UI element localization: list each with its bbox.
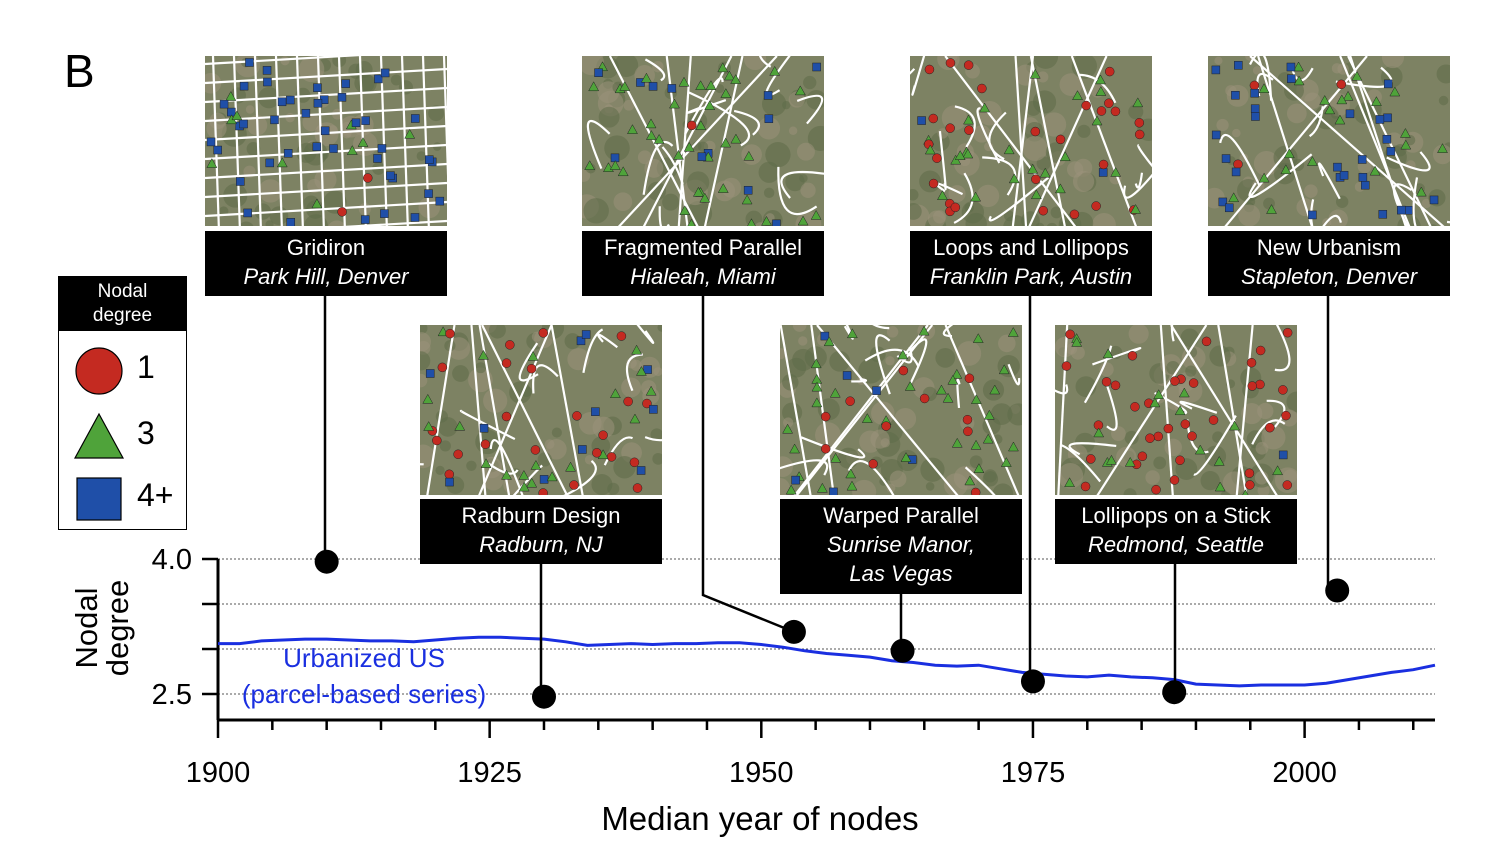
legend: Nodal degree 1 3 4+	[58, 276, 187, 530]
x-tick-label: 2000	[1272, 757, 1337, 789]
legend-title: Nodal degree	[59, 277, 186, 331]
thumbnail-caption: Radburn Design Radburn, NJ	[420, 499, 662, 564]
x-tick-label: 1975	[1001, 757, 1066, 789]
thumbnail-caption: New Urbanism Stapleton, Denver	[1208, 231, 1450, 296]
aerial-map-thumbnail	[205, 56, 447, 226]
aerial-map-thumbnail	[910, 56, 1152, 226]
neighborhood-data-point	[1020, 669, 1045, 694]
place-name: Radburn, NJ	[479, 532, 603, 557]
place-name: Stapleton, Denver	[1240, 264, 1418, 289]
neighborhood-data-point	[890, 638, 915, 663]
series-line-urbanized-us	[218, 635, 1436, 688]
aerial-map-thumbnail	[420, 325, 662, 495]
pattern-name: New Urbanism	[1256, 235, 1402, 260]
pattern-name: Radburn Design	[461, 503, 621, 528]
connector-line	[701, 296, 795, 634]
connector-line	[1173, 564, 1177, 694]
node-markers	[584, 61, 822, 226]
place-name: Sunrise Manor,	[827, 532, 975, 557]
legend-item-degree-1: 1	[59, 339, 186, 399]
neighborhood-data-point	[531, 684, 556, 709]
place-name-line2: Las Vegas	[849, 561, 953, 586]
thumbnail-caption: Loops and Lollipops Franklin Park, Austin	[910, 231, 1152, 296]
pattern-name: Lollipops on a Stick	[1081, 503, 1271, 528]
legend-item-degree-3: 3	[59, 405, 186, 465]
legend-label-4plus: 4+	[137, 477, 174, 513]
y-tick-label: 2.5	[152, 679, 192, 711]
x-tick-label: 1950	[729, 757, 794, 789]
road-network	[910, 56, 1152, 226]
axes: 4.0 2.5 1900 1925 1950 1975 2000	[152, 544, 1435, 789]
aerial-map-thumbnail	[780, 325, 1022, 495]
y-tick-label: 4.0	[152, 544, 192, 576]
node-markers	[782, 325, 1019, 495]
node-markers	[1211, 61, 1448, 220]
pattern-name: Gridiron	[286, 235, 366, 260]
road-network	[205, 56, 447, 226]
pattern-name: Loops and Lollipops	[933, 235, 1129, 260]
red-circle-icon	[75, 347, 123, 395]
connectors	[314, 296, 1350, 709]
node-markers	[422, 326, 658, 495]
connector-line	[1326, 296, 1338, 592]
thumbnail-caption: Warped Parallel Sunrise Manor, Las Vegas	[780, 499, 1022, 594]
thumbnail-caption: Lollipops on a Stick Redmond, Seattle	[1055, 499, 1297, 564]
series-label-line2: (parcel-based series)	[242, 679, 486, 709]
node-markers	[1061, 327, 1293, 495]
series-label-line1: Urbanized US	[283, 643, 445, 673]
legend-label-1: 1	[137, 349, 155, 385]
road-network	[1055, 325, 1291, 495]
place-name: Park Hill, Denver	[243, 264, 409, 289]
x-axis-label: Median year of nodes	[601, 800, 918, 837]
neighborhood-data-point	[1162, 680, 1187, 705]
connector-line	[323, 296, 327, 563]
aerial-map-thumbnail	[582, 56, 824, 226]
place-name: Franklin Park, Austin	[929, 264, 1133, 289]
pattern-name: Fragmented Parallel	[603, 235, 803, 260]
connector-line	[539, 564, 544, 698]
x-tick-label: 1925	[457, 757, 522, 789]
x-tick-label: 1900	[186, 757, 251, 789]
thumbnail-caption: Fragmented Parallel Hialeah, Miami	[582, 231, 824, 296]
node-markers	[206, 58, 445, 226]
green-triangle-icon	[73, 412, 125, 459]
pattern-name: Warped Parallel	[823, 503, 979, 528]
legend-item-degree-4plus: 4+	[59, 467, 186, 527]
neighborhood-data-point	[314, 549, 339, 574]
aerial-map-thumbnail	[1208, 56, 1450, 226]
neighborhood-data-point	[781, 619, 806, 644]
legend-title-line1: Nodal	[97, 281, 148, 302]
y-axis-label-line2: degree	[100, 580, 135, 677]
aerial-map-thumbnail	[1055, 325, 1297, 495]
panel-letter: B	[64, 45, 95, 97]
y-axis-label-line1: Nodal	[69, 588, 104, 669]
place-name: Redmond, Seattle	[1087, 532, 1265, 557]
legend-label-3: 3	[137, 415, 155, 451]
place-name: Hialeah, Miami	[630, 264, 776, 289]
thumbnail-caption: Gridiron Park Hill, Denver	[205, 231, 447, 296]
series	[218, 635, 1436, 688]
legend-title-line2: degree	[92, 305, 153, 326]
connector-line	[1028, 296, 1033, 683]
node-markers	[917, 58, 1145, 220]
blue-square-icon	[76, 477, 122, 521]
neighborhood-data-point	[1325, 578, 1350, 603]
